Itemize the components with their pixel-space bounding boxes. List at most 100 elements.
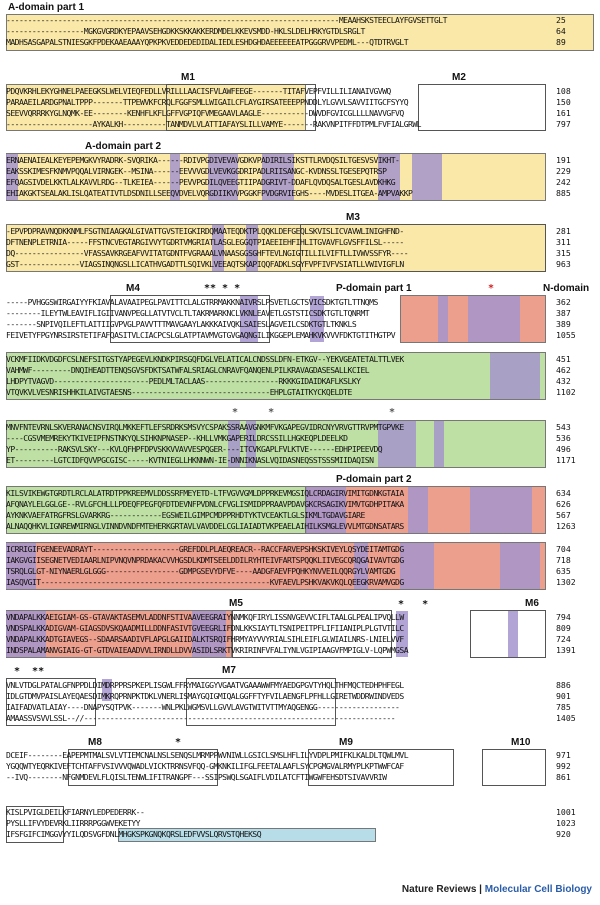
sequence-line: ERNAENAIEALKEYEPEMGKVYRADRK-SVQRIKA-----…: [6, 155, 400, 165]
conserved-stars: *: [389, 407, 396, 418]
a-domain-part1-region: [6, 14, 594, 51]
p-domain-part2-label: P-domain part 2: [336, 474, 412, 485]
conserved-column: [240, 296, 258, 342]
sequence-line: ------------------MGKGVGRDKYEPAAVSEHGDKK…: [6, 26, 365, 36]
residue-number: 451: [556, 354, 571, 364]
c-terminal-box: [6, 806, 64, 843]
sequence-line: IASQVGIT--------------------------------…: [6, 577, 404, 587]
sequence-line: EFQAGSIVDELKKTLALKAVVLRDG--TLKEIEA------…: [6, 177, 396, 187]
conserved-column: [246, 421, 256, 467]
sequence-line: MNVFNTEVRNLSKVERANACNSVIRQLMKKEFTLEFSRDR…: [6, 422, 404, 432]
m5-label: M5: [229, 598, 243, 609]
phosphorylation-star: *: [488, 283, 495, 294]
residue-number: 992: [556, 761, 571, 771]
residue-number: 626: [556, 499, 571, 509]
sequence-line: FEIVETYFPGYNRSIRSTETIFAFQASITVLCIACPCSLG…: [6, 330, 396, 340]
m6-end-box: [6, 678, 96, 726]
sequence-line: DCEIF--------EAPEPMTMALSVLVTIEMCNALNSLSE…: [6, 750, 409, 760]
conserved-column: [208, 154, 238, 200]
sequence-line: ----------------------------------------…: [6, 15, 447, 25]
residue-number: 536: [556, 433, 571, 443]
conserved-column: [192, 611, 226, 657]
residue-number: 543: [556, 422, 571, 432]
sequence-line: SEEVVQRRRKYGLNQMK-EE--------KENHFLKFLGFF…: [6, 108, 404, 118]
conserved-column: [490, 353, 540, 399]
residue-number: 150: [556, 97, 571, 107]
residue-number: 1391: [556, 645, 576, 655]
residue-number: 1302: [556, 577, 576, 587]
a-domain-region: [6, 84, 306, 131]
conserved-column: [468, 296, 520, 342]
journal-credit: Nature Reviews | Molecular Cell Biology: [402, 884, 592, 895]
conserved-column: [378, 421, 416, 467]
conserved-column: [396, 611, 408, 657]
m6-box: [470, 610, 546, 658]
sequence-line: KILSVIKEWGTGRDTLRCLALATRDTPPKREEMVLDDSSR…: [6, 488, 404, 498]
residue-number: 462: [556, 365, 571, 375]
residue-number: 1405: [556, 713, 576, 723]
residue-number: 281: [556, 226, 571, 236]
sequence-line: LHDPYTVAGVD----------------------PEDLMLT…: [6, 376, 361, 386]
sequence-line: AMAASSVSVVLSSL--//----------------------…: [6, 713, 396, 723]
conserved-stars: *: [175, 737, 182, 748]
sequence-line: PYSLLIFVYDEVRKLIIRRRPGGWVEKETYY: [6, 818, 141, 828]
residue-number: 886: [556, 680, 571, 690]
residue-number: 785: [556, 702, 571, 712]
m1-label: M1: [181, 72, 195, 83]
residue-number: 861: [556, 772, 571, 782]
sequence-line: --------------------AYKALKH----------TAN…: [6, 119, 422, 129]
m9-box: [308, 749, 454, 786]
sequence-line: IAKGVGIISEGNETVEDIAARLNIPVNQVNPRDAKACVVH…: [6, 555, 404, 565]
conserved-stars: * *: [398, 599, 429, 610]
sequence-line: MADHSASGAPALSTNIESGKFPDEKAAEAAAYQPKPKVED…: [6, 37, 409, 47]
sequence-line: VNDAPALKKAEIGIAM-GS-GTAVAKTASEMVLADDNFST…: [6, 612, 404, 622]
n-domain-region: [6, 352, 546, 400]
conserved-column: [212, 225, 224, 271]
m3-label: M3: [346, 212, 360, 223]
residue-number: 704: [556, 544, 571, 554]
conserved-column: [400, 543, 434, 589]
conserved-stars: * **: [14, 666, 45, 677]
m3-box: [300, 224, 546, 272]
conserved-stars: ** * *: [204, 283, 241, 294]
residue-number: 1171: [556, 455, 576, 465]
a-domain-part2-label: A-domain part 2: [85, 141, 162, 152]
sequence-line: VNDAPALKKADTGIAVEGS--SDAARSAADIVFLAPGLGA…: [6, 634, 404, 644]
residue-number: 315: [556, 248, 571, 258]
sequence-line: PDQVKRHLEKYGHNELPAEEGKSLWELVIEQFEDLLVRIL…: [6, 86, 391, 96]
sequence-line: VNDSPALKKADIGVAM-GIAGSDVSKQAADMILLDDNFAS…: [6, 623, 404, 633]
sequence-line: VCKMFIIDKVDGDFCSLNEFSITGSTYAPEGEVLKNDKPI…: [6, 354, 404, 364]
sequence-line: INDSPALAMANVGIAIG-GT-GTDVAIEAADVVLIRNDLL…: [6, 645, 409, 655]
m8-box: [68, 749, 218, 786]
sequence-line: EHIAKGKTSEALAKLISLQATEATIVTLDSDNILLSEEQV…: [6, 188, 413, 198]
residue-number: 1055: [556, 330, 576, 340]
sequence-line: KISLPVIGLDEILKFIARNYLEDPEDERRK--: [6, 807, 145, 817]
residue-number: 794: [556, 612, 571, 622]
residue-number: 971: [556, 750, 571, 760]
sequence-line: TSRQLGLGT-NIYNAERLGLGGG-----------------…: [6, 566, 396, 576]
residue-number: 1263: [556, 521, 576, 531]
conserved-column: [434, 421, 444, 467]
residue-number: 634: [556, 488, 571, 498]
sequence-line: VNLVTDGLPATALGFNPPDLDIMDRPPRSPKEPLISGWLF…: [6, 680, 404, 690]
sequence-line: AFQNAYLELGGLGE--RVLGFCHLLLPDEQFPEGFQFDTD…: [6, 499, 404, 509]
m4-box: [110, 295, 270, 343]
residue-number: 496: [556, 444, 571, 454]
residue-number: 885: [556, 188, 571, 198]
conserved-column: [6, 543, 36, 589]
conserved-column: [102, 679, 112, 701]
residue-number: 311: [556, 237, 571, 247]
n-domain-region: [6, 420, 546, 468]
conserved-column: [438, 296, 448, 342]
a-domain-part1-label: A-domain part 1: [8, 2, 85, 13]
residue-number: 901: [556, 691, 571, 701]
conserved-column: [228, 421, 240, 467]
residue-number: 229: [556, 166, 571, 176]
residue-number: 797: [556, 119, 571, 129]
residue-number: 635: [556, 566, 571, 576]
journal-separator: |: [476, 884, 485, 895]
sequence-line: DQ----------------VFASSAVKRGEAFVVITATGDN…: [6, 248, 409, 258]
sequence-line: AYKNKVAEFATRGFRSLGVARKRG------------EGSW…: [6, 510, 365, 520]
residue-number: 25: [556, 15, 566, 25]
conserved-column: [412, 154, 442, 200]
